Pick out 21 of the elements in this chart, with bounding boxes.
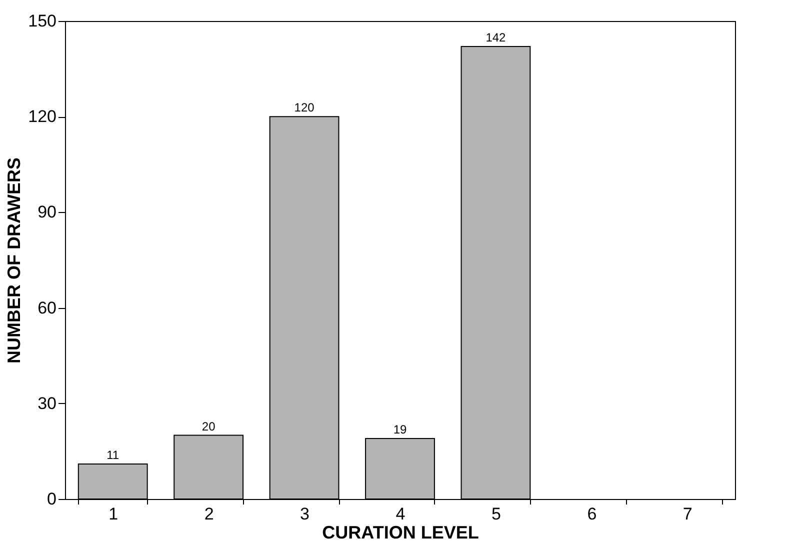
y-tick-label: 30 [38,394,56,413]
data-label: 20 [202,419,216,434]
y-axis-title: NUMBER OF DRAWERS [4,158,24,364]
data-label: 120 [294,100,315,115]
y-tick-label: 120 [28,107,56,126]
y-tick-label: 90 [38,202,56,222]
x-tick-label: 5 [491,504,501,524]
y-tick-label: 0 [47,490,56,508]
x-tick-label: 1 [108,504,118,524]
x-tick-label: 2 [204,504,214,524]
y-tick-label: 60 [38,298,56,318]
data-label: 142 [486,30,506,44]
bar [269,116,340,500]
x-tick-label: 3 [300,504,310,524]
x-tick-label: 4 [396,504,406,524]
y-tick-label: 150 [28,12,56,30]
x-tick-label: 6 [587,504,597,524]
x-tick-label: 7 [682,504,692,524]
x-axis-title: CURATION LEVEL [322,522,479,542]
data-label: 11 [106,448,120,462]
data-label: 19 [393,422,407,436]
